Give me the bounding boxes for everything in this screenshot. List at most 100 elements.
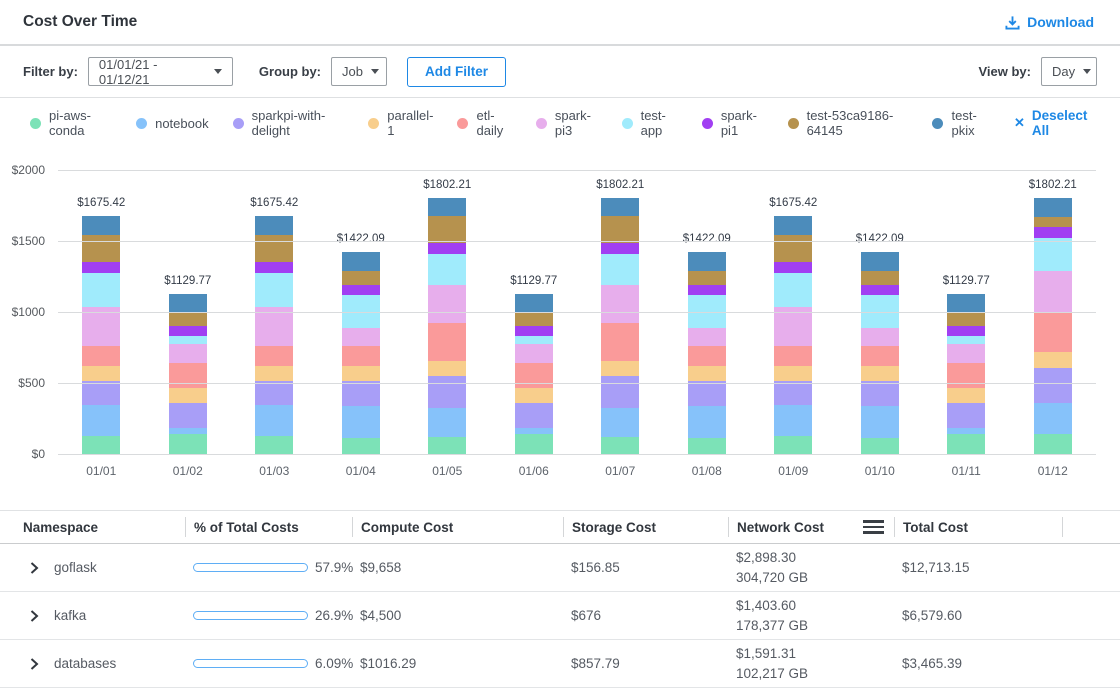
bar-segment-etl-daily[interactable] <box>169 363 207 388</box>
bar-segment-spark-pi3[interactable] <box>342 328 380 346</box>
bar-segment-etl-daily[interactable] <box>688 346 726 365</box>
bar-segment-pi-aws-conda[interactable] <box>342 438 380 454</box>
bar-segment-sparkpi-with-delight[interactable] <box>947 403 985 427</box>
legend-item[interactable]: test-app <box>622 108 678 138</box>
bar-segment-sparkpi-with-delight[interactable] <box>342 381 380 406</box>
bar-segment-parallel-1[interactable] <box>774 366 812 381</box>
bar-segment-test-pkix[interactable] <box>688 252 726 270</box>
bar-segment-pi-aws-conda[interactable] <box>1034 434 1072 454</box>
bar-segment-spark-pi3[interactable] <box>861 328 899 346</box>
bar-segment-spark-pi3[interactable] <box>947 344 985 364</box>
legend-item[interactable]: spark-pi3 <box>536 108 598 138</box>
bar-segment-parallel-1[interactable] <box>515 388 553 403</box>
chevron-right-icon[interactable] <box>30 658 41 670</box>
bar-segment-pi-aws-conda[interactable] <box>861 438 899 454</box>
bar-segment-pi-aws-conda[interactable] <box>774 436 812 454</box>
bar-segment-spark-pi1[interactable] <box>947 326 985 336</box>
bar-segment-spark-pi1[interactable] <box>861 285 899 295</box>
bar-segment-parallel-1[interactable] <box>1034 352 1072 368</box>
bar-segment-notebook[interactable] <box>255 405 293 435</box>
stacked-bar[interactable] <box>1034 198 1072 454</box>
bar-segment-test-53ca9186-64145[interactable] <box>601 216 639 244</box>
legend-item[interactable]: parallel-1 <box>368 108 433 138</box>
stacked-bar[interactable] <box>947 294 985 454</box>
bar-segment-pi-aws-conda[interactable] <box>82 436 120 454</box>
bar-segment-sparkpi-with-delight[interactable] <box>255 381 293 406</box>
legend-item[interactable]: spark-pi1 <box>702 108 764 138</box>
bar-segment-sparkpi-with-delight[interactable] <box>688 381 726 406</box>
stacked-bar[interactable] <box>774 216 812 454</box>
bar-segment-etl-daily[interactable] <box>861 346 899 365</box>
bar-segment-etl-daily[interactable] <box>601 323 639 362</box>
bar-segment-spark-pi1[interactable] <box>774 262 812 273</box>
chevron-right-icon[interactable] <box>30 610 41 622</box>
bar-segment-spark-pi3[interactable] <box>428 285 466 323</box>
bar-segment-test-pkix[interactable] <box>342 252 380 270</box>
bar-segment-test-53ca9186-64145[interactable] <box>82 235 120 262</box>
bar-segment-test-app[interactable] <box>428 254 466 285</box>
table-row[interactable]: goflask 57.9% $9,658 $156.85 $2,898.30 3… <box>0 544 1120 592</box>
bar-segment-test-53ca9186-64145[interactable] <box>774 235 812 262</box>
bar-segment-test-53ca9186-64145[interactable] <box>861 271 899 285</box>
bar-segment-test-pkix[interactable] <box>774 216 812 235</box>
legend-item[interactable]: pi-aws-conda <box>30 108 112 138</box>
bar-segment-etl-daily[interactable] <box>774 346 812 366</box>
bar-segment-test-pkix[interactable] <box>601 198 639 215</box>
bar-segment-pi-aws-conda[interactable] <box>255 436 293 454</box>
stacked-bar[interactable] <box>342 252 380 454</box>
bar-segment-parallel-1[interactable] <box>169 388 207 403</box>
legend-item[interactable]: etl-daily <box>457 108 511 138</box>
bar-segment-test-53ca9186-64145[interactable] <box>428 216 466 244</box>
bar-segment-etl-daily[interactable] <box>1034 312 1072 352</box>
bar-segment-notebook[interactable] <box>82 405 120 435</box>
bar-segment-test-pkix[interactable] <box>515 294 553 313</box>
bar-segment-test-app[interactable] <box>774 273 812 307</box>
stacked-bar[interactable] <box>515 294 553 454</box>
bar-segment-notebook[interactable] <box>1034 403 1072 434</box>
bar-segment-spark-pi1[interactable] <box>342 285 380 295</box>
bar-segment-spark-pi3[interactable] <box>688 328 726 346</box>
bar-segment-test-app[interactable] <box>947 336 985 344</box>
bar-segment-spark-pi3[interactable] <box>255 307 293 346</box>
bar-segment-pi-aws-conda[interactable] <box>601 437 639 454</box>
bar-segment-sparkpi-with-delight[interactable] <box>1034 368 1072 403</box>
bar-segment-spark-pi1[interactable] <box>515 326 553 336</box>
bar-segment-test-pkix[interactable] <box>169 294 207 313</box>
bar-segment-notebook[interactable] <box>688 406 726 438</box>
column-menu-icon[interactable] <box>863 520 884 534</box>
bar-segment-spark-pi3[interactable] <box>169 344 207 364</box>
stacked-bar[interactable] <box>688 252 726 454</box>
bar-segment-parallel-1[interactable] <box>601 361 639 375</box>
download-button[interactable]: Download <box>1005 14 1094 30</box>
bar-segment-etl-daily[interactable] <box>947 363 985 388</box>
bar-segment-spark-pi1[interactable] <box>255 262 293 273</box>
bar-segment-parallel-1[interactable] <box>861 366 899 382</box>
bar-segment-test-53ca9186-64145[interactable] <box>515 312 553 326</box>
bar-segment-parallel-1[interactable] <box>82 366 120 381</box>
bar-segment-parallel-1[interactable] <box>947 388 985 403</box>
table-row[interactable]: databases 6.09% $1016.29 $857.79 $1,591.… <box>0 640 1120 688</box>
stacked-bar[interactable] <box>861 252 899 454</box>
bar-segment-parallel-1[interactable] <box>428 361 466 375</box>
bar-segment-spark-pi3[interactable] <box>515 344 553 364</box>
bar-segment-test-53ca9186-64145[interactable] <box>1034 217 1072 227</box>
bar-segment-etl-daily[interactable] <box>82 346 120 366</box>
legend-item[interactable]: test-53ca9186-64145 <box>788 108 909 138</box>
bar-segment-test-pkix[interactable] <box>428 198 466 215</box>
bar-segment-test-pkix[interactable] <box>82 216 120 235</box>
bar-segment-spark-pi1[interactable] <box>1034 227 1072 238</box>
legend-item[interactable]: notebook <box>136 116 209 131</box>
stacked-bar[interactable] <box>601 198 639 454</box>
bar-segment-test-pkix[interactable] <box>947 294 985 313</box>
bar-segment-spark-pi1[interactable] <box>82 262 120 273</box>
bar-segment-spark-pi1[interactable] <box>428 243 466 253</box>
bar-segment-test-app[interactable] <box>255 273 293 307</box>
bar-segment-test-app[interactable] <box>601 254 639 285</box>
bar-segment-test-pkix[interactable] <box>861 252 899 270</box>
bar-segment-pi-aws-conda[interactable] <box>428 437 466 454</box>
legend-item[interactable]: test-pkix <box>932 108 989 138</box>
bar-segment-test-53ca9186-64145[interactable] <box>255 235 293 262</box>
bar-segment-etl-daily[interactable] <box>342 346 380 365</box>
stacked-bar[interactable] <box>82 216 120 454</box>
bar-segment-etl-daily[interactable] <box>515 363 553 388</box>
